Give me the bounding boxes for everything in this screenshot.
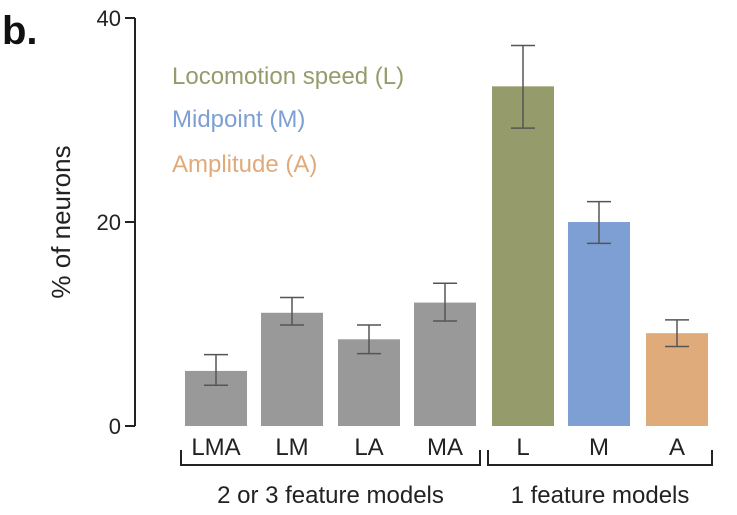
y-axis-label: % of neurons [46,145,76,298]
x-tick-label: A [669,434,685,461]
bar-lm [261,312,323,426]
group-bracket [487,450,713,466]
legend-entry: Amplitude (A) [172,151,317,178]
group-label: 2 or 3 feature models [217,482,444,509]
y-tick-label: 0 [109,414,121,439]
x-tick-label: L [516,434,529,461]
x-tick-label: LMA [191,434,240,461]
legend-entry: Midpoint (M) [172,106,305,133]
x-tick-label: LM [275,434,308,461]
y-tick-label: 20 [97,210,121,235]
panel-label: b. [2,9,38,53]
x-tick-label: LA [354,434,383,461]
group-label: 1 feature models [511,482,690,509]
x-tick-label: MA [427,434,463,461]
legend-entry: Locomotion speed (L) [172,63,404,90]
bar-l [492,86,554,426]
group-bracket [180,450,481,466]
x-tick-label: M [589,434,609,461]
bar-m [568,222,630,426]
bar-ma [414,302,476,426]
y-tick-label: 40 [97,6,121,31]
bar-a [646,333,708,426]
